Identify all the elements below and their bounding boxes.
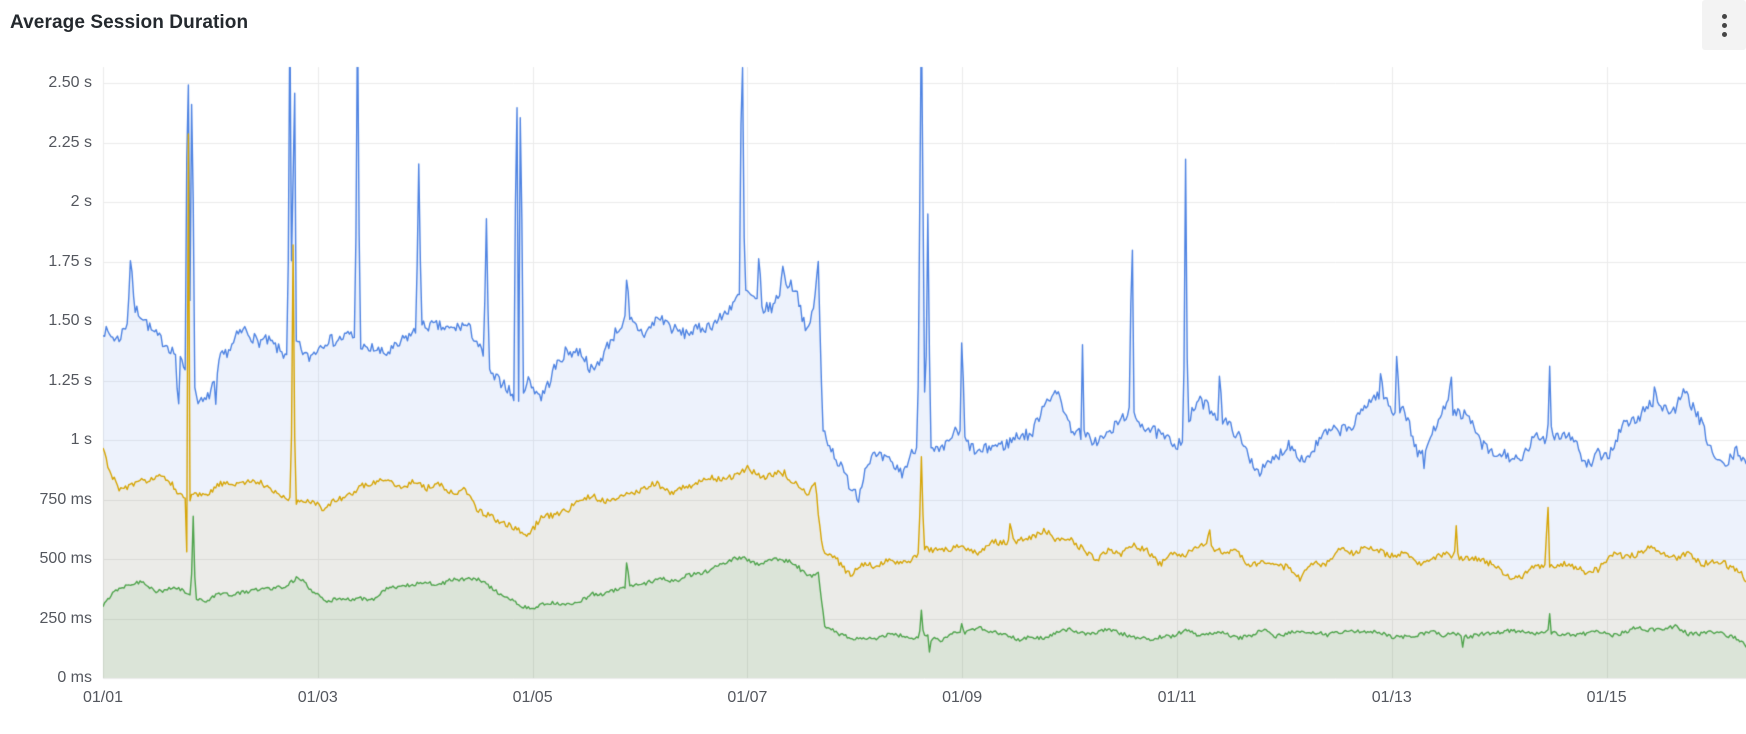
x-axis-label: 01/03 xyxy=(297,689,338,706)
y-axis-label: 2 s xyxy=(70,193,92,210)
x-axis-label: 01/15 xyxy=(1586,689,1627,706)
panel-header: Average Session Duration xyxy=(10,8,248,38)
y-axis-label: 750 ms xyxy=(39,490,92,508)
panel-menu-button[interactable] xyxy=(1702,0,1746,50)
y-axis-label: 1.75 s xyxy=(48,252,92,270)
y-axis-label: 0 ms xyxy=(57,669,92,686)
y-axis-label: 250 ms xyxy=(39,609,92,627)
x-axis-label: 01/11 xyxy=(1157,689,1197,706)
y-axis-label: 1.50 s xyxy=(48,312,92,329)
panel-title: Average Session Duration xyxy=(10,12,249,33)
y-axis-label: 500 ms xyxy=(39,550,92,567)
y-axis-label: 1.25 s xyxy=(48,371,92,389)
kebab-vertical-icon xyxy=(1721,13,1727,37)
x-axis-label: 01/01 xyxy=(82,689,124,706)
y-axis-label: 2.25 s xyxy=(48,133,92,151)
x-axis-label: 01/05 xyxy=(512,689,553,706)
y-axis-label: 1 s xyxy=(70,431,92,448)
y-axis-label: 2.50 s xyxy=(48,74,92,91)
x-axis-label: 01/07 xyxy=(727,689,768,706)
x-axis-label: 01/09 xyxy=(942,689,983,706)
x-axis-label: 01/13 xyxy=(1371,689,1412,706)
